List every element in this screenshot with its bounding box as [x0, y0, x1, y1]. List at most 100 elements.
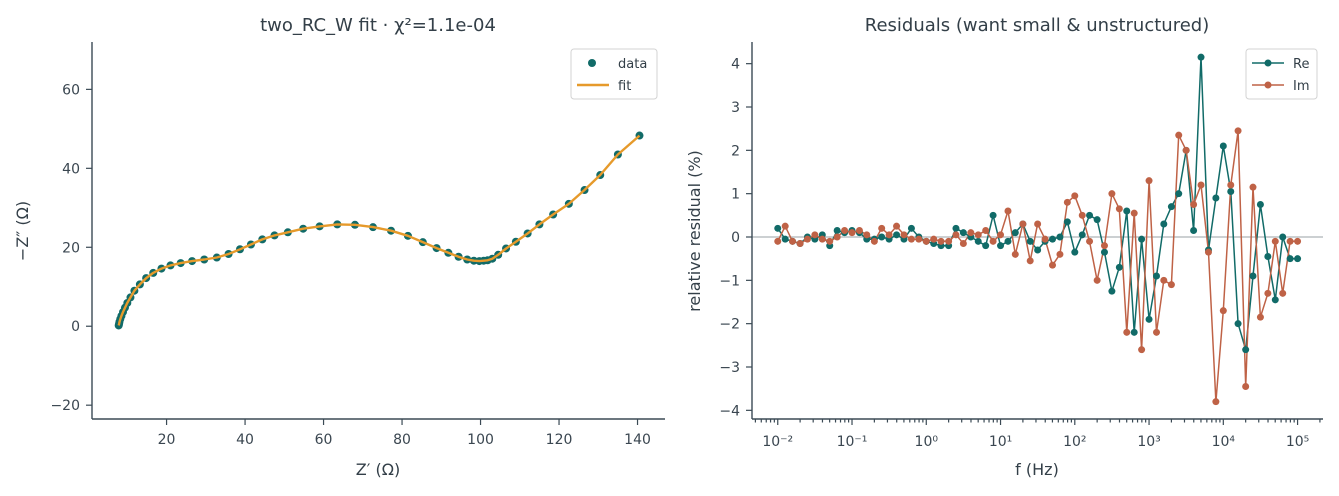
residuals-im-point [1138, 346, 1146, 354]
nyquist-legend-data-label: data [618, 57, 647, 72]
residuals-im-point [945, 237, 953, 245]
residuals-x-tick-label: 10³ [1137, 434, 1160, 450]
residuals-y-tick-label: 1 [731, 187, 740, 203]
nyquist-y-tick-label: 40 [62, 161, 80, 177]
residuals-im-point [1227, 181, 1235, 189]
residuals-re-point [878, 233, 886, 241]
residuals-re-point [1034, 246, 1042, 254]
residuals-re-point [781, 235, 789, 243]
residuals-im-point [1145, 177, 1153, 185]
residuals-re-point [1086, 211, 1094, 219]
residuals-re-point [982, 242, 990, 250]
residuals-im-point [1100, 242, 1108, 250]
residuals-re-point [1049, 235, 1057, 243]
residuals-y-tick-label: 3 [731, 100, 740, 116]
residuals-im-point [1197, 181, 1205, 189]
residuals-im-point [967, 229, 975, 237]
residuals-im-point [863, 231, 871, 239]
residuals-re-point [1219, 142, 1227, 150]
residuals-im-point [907, 235, 915, 243]
residuals-re-point [1197, 53, 1205, 61]
residuals-re-point [1056, 233, 1064, 241]
residuals-im-point [1182, 146, 1190, 154]
nyquist-y-axis-label: −Z″ (Ω) [13, 201, 32, 261]
residuals-im-point [959, 240, 967, 247]
residuals-re-point [1138, 235, 1146, 243]
residuals-re-point [1286, 255, 1294, 263]
residuals-re-point [1256, 201, 1264, 208]
residuals-im-point [1175, 131, 1183, 139]
residuals-re-point [833, 227, 841, 234]
residuals-im-point [1256, 313, 1264, 321]
residuals-x-tick-label: 10² [1063, 434, 1086, 450]
residuals-plot-title: Residuals (want small & unstructured) [865, 15, 1209, 36]
residuals-re-point [1242, 346, 1250, 354]
residuals-re-point [1100, 248, 1108, 256]
residuals-im-point [989, 237, 997, 245]
residuals-im-point [1271, 237, 1279, 245]
residuals-y-tick-label: 0 [731, 230, 740, 246]
residuals-re-point [774, 224, 782, 232]
residuals-legend-re-label: Re [1293, 57, 1309, 72]
nyquist-y-tick-label: 20 [62, 240, 80, 256]
nyquist-plot-panel: two_RC_W fit · χ²=1.1e-04 20 40 60 80 100 120… [13, 15, 665, 479]
residuals-im-point [1019, 220, 1027, 228]
residuals-legend: Re Im [1245, 48, 1318, 100]
residuals-im-point [796, 240, 804, 247]
nyquist-x-tick-label: 120 [546, 432, 573, 448]
residuals-im-point [1115, 205, 1123, 213]
nyquist-y-tick-label: 0 [71, 319, 80, 335]
residuals-im-point [1078, 211, 1086, 219]
nyquist-x-tick-label: 80 [393, 432, 411, 448]
residuals-im-point [1279, 289, 1287, 297]
residuals-im-point [870, 237, 878, 245]
nyquist-x-axis-label: Z′ (Ω) [356, 460, 400, 479]
residuals-y-axis-label: relative residual (%) [685, 150, 704, 312]
residuals-ticks: 10⁻² 10⁻¹ 10⁰ 10¹ 10² 10³ 10⁴ 10⁵ −4 −3 −2 −1 0 1 2 3 4 [719, 57, 1321, 450]
nyquist-legend: data fit [570, 48, 658, 100]
residuals-im-point [1093, 276, 1101, 284]
residuals-im-point [1249, 183, 1257, 191]
residuals-x-tick-label: 10⁴ [1212, 434, 1236, 450]
residuals-re-point [1011, 229, 1019, 237]
residuals-im-point [930, 235, 938, 243]
residuals-im-point [878, 224, 886, 232]
residuals-re-point [1153, 272, 1161, 280]
residuals-re-point [952, 224, 960, 232]
residuals-x-tick-label: 10⁻² [762, 434, 793, 450]
residuals-re-point [1279, 233, 1287, 241]
residuals-y-tick-label: 2 [731, 143, 740, 159]
residuals-im-point [841, 227, 849, 234]
residuals-im-point [848, 229, 856, 237]
residuals-im-point [1049, 261, 1057, 269]
residuals-re-point [1294, 255, 1302, 263]
residuals-im-point [1086, 237, 1094, 245]
residuals-y-tick-label: −4 [719, 403, 740, 419]
residuals-im-point [885, 231, 893, 239]
residuals-im-point [1108, 190, 1116, 198]
residuals-re-point [974, 237, 982, 245]
residuals-legend-im-marker [1264, 81, 1272, 89]
nyquist-legend-data-marker [588, 59, 596, 67]
residuals-re-point [1093, 216, 1101, 224]
nyquist-y-tick-label: −20 [50, 398, 80, 414]
residuals-im-point [1130, 209, 1138, 217]
residuals-im-point [1242, 383, 1250, 390]
residuals-im-point [811, 231, 819, 239]
residuals-im-point [1071, 192, 1079, 200]
residuals-re-point [1227, 188, 1235, 195]
residuals-re-point [1078, 231, 1086, 239]
nyquist-plot-area [114, 131, 644, 330]
residuals-im-point [1212, 398, 1220, 406]
residuals-im-point [803, 235, 811, 243]
residuals-x-axis-label: f (Hz) [1015, 460, 1059, 479]
residuals-im-point [1167, 281, 1175, 289]
residuals-re-line [777, 56, 1298, 351]
residuals-im-point [1123, 328, 1131, 336]
residuals-re-point [1175, 190, 1183, 198]
residuals-re-point [1264, 253, 1272, 260]
residuals-im-point [1160, 276, 1168, 284]
residuals-im-point [997, 231, 1005, 239]
residuals-im-point [1063, 198, 1071, 206]
residuals-im-point [922, 237, 930, 245]
